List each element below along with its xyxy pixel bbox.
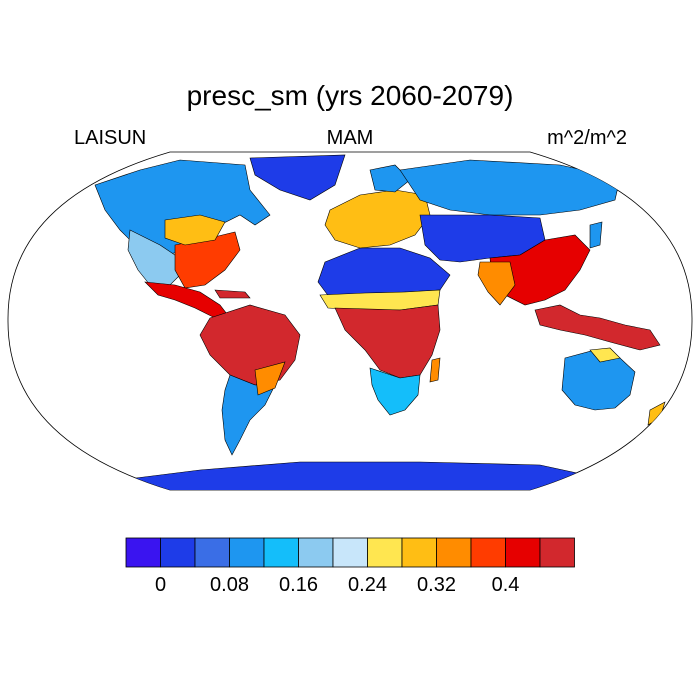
colorbar [125,537,575,568]
colorbar-swatch [229,537,265,568]
region-ne-us [164,214,226,246]
region-southern-africa [369,367,421,416]
colorbar-swatch [539,537,575,568]
region-eastern-us [174,231,241,289]
center-label: MAM [326,127,374,149]
colorbar-tick-label: 0.16 [279,574,318,596]
region-caribbean [214,289,251,299]
region-siberia [399,159,621,216]
colorbar-swatch [332,537,368,568]
colorbar-tick-label: 0.24 [348,574,387,596]
left-label: LAISUN [74,127,147,149]
plot-title: presc_sm (yrs 2060-2079) [186,80,514,111]
region-madagascar [429,357,441,383]
colorbar-swatch [194,537,230,568]
colorbar-tick-label: 0 [154,574,167,596]
colorbar-tick-label: 0.32 [417,574,456,596]
colorbar-swatch [436,537,472,568]
colorbar-swatch [160,537,196,568]
colorbar-swatch [263,537,299,568]
colorbar-swatch [298,537,334,568]
region-sa-east [254,361,286,396]
region-antarctica [119,461,601,490]
region-japan [589,221,603,249]
region-maritime-se-asia [534,304,661,351]
region-australia-north [589,347,621,363]
land-layer [94,154,666,490]
right-label: m^2/m^2 [547,127,627,149]
colorbar-swatch [367,537,403,568]
region-india [477,261,516,306]
colorbar-swatch [505,537,541,568]
colorbar-tick-label: 0.4 [491,574,520,596]
region-greenland [249,154,346,201]
colorbar-swatch [125,537,161,568]
colorbar-swatch [470,537,506,568]
colorbar-swatch [401,537,437,568]
colorbar-tick-label: 0.08 [210,574,249,596]
region-europe [324,189,431,249]
region-scandinavia [369,164,411,193]
